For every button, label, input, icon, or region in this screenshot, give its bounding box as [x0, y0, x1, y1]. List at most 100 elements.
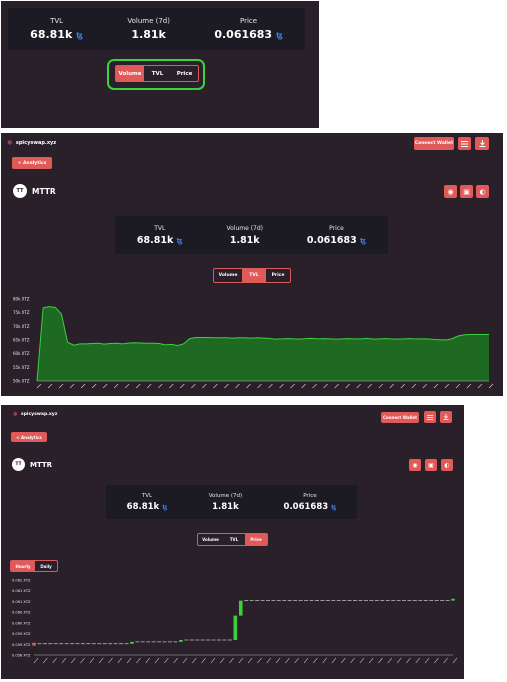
x-tick-label	[191, 383, 196, 389]
x-tick-label	[279, 383, 284, 389]
site-logo[interactable]: ❄ spicyswap.xyz	[7, 139, 56, 147]
y-tick-label: 55k XTZ	[13, 365, 30, 370]
site-logo[interactable]: ❄ spicyswap.xyz	[13, 411, 57, 418]
x-tick-label	[80, 383, 86, 389]
x-tick-label	[235, 383, 240, 389]
token-name: MTTR	[32, 186, 56, 196]
hamburger-icon[interactable]	[424, 411, 436, 423]
tvl-area-chart: 80k XTZ 75k XTZ 70k XTZ 65k XTZ 60k XTZ 55k X…	[13, 297, 494, 389]
x-tick-label	[312, 383, 317, 389]
x-tick-label	[466, 383, 472, 389]
x-tick-label	[80, 657, 85, 664]
x-tick-label	[89, 657, 95, 664]
x-tick-label	[396, 657, 402, 664]
stat-volume: Volume (7d) 1.81k	[226, 225, 263, 246]
y-tick-label: 0.061 XTZ	[12, 600, 31, 604]
x-tick-label	[294, 657, 299, 664]
y-tick-label: 60k XTZ	[13, 351, 30, 356]
tab-volume[interactable]: Volume	[116, 66, 144, 81]
x-tick-label	[247, 657, 253, 664]
telegram-icon[interactable]: ◉	[409, 459, 421, 471]
discord-icon[interactable]: ◐	[476, 185, 489, 198]
price-candle	[238, 600, 243, 616]
y-tick-label: 0.059 XTZ	[12, 643, 31, 647]
tab-volume[interactable]: Volume	[202, 537, 219, 542]
x-tick-label	[136, 383, 141, 389]
x-tick-label	[136, 657, 141, 664]
twitter-icon[interactable]: ▣	[425, 459, 437, 471]
x-tick-label	[341, 657, 346, 664]
x-tick-label	[268, 383, 273, 389]
x-tick-label	[378, 383, 383, 389]
tab-daily[interactable]: Daily	[40, 563, 52, 569]
tab-tvl[interactable]: TVL	[242, 269, 266, 282]
connect-wallet-button[interactable]: Connect Wallet	[381, 412, 419, 423]
stat-price-label: Price	[303, 492, 317, 499]
y-tick-label: 0.061 XTZ	[12, 589, 31, 593]
hamburger-icon[interactable]	[458, 137, 471, 150]
x-tick-label	[322, 657, 327, 664]
stat-price: Price 0.061683 ꜩ	[214, 17, 282, 41]
y-tick-label: 0.062 XTZ	[12, 579, 31, 583]
x-tick-label	[102, 383, 108, 389]
telegram-icon[interactable]: ◉	[444, 185, 457, 198]
stat-tvl-label: TVL	[154, 224, 166, 232]
price-candle	[130, 641, 134, 644]
x-tick-label	[477, 383, 483, 389]
twitter-icon[interactable]: ▣	[460, 185, 473, 198]
tab-volume[interactable]: Volume	[218, 273, 238, 278]
x-tick-label	[219, 657, 225, 664]
tab-price[interactable]: Price	[245, 534, 267, 545]
tab-tvl[interactable]: TVL	[151, 70, 164, 77]
x-tick-label	[117, 657, 123, 664]
x-tick-label	[169, 383, 174, 389]
price-candle-start	[32, 642, 36, 646]
price-candle	[451, 598, 455, 601]
stat-price-value: 0.061683 ꜩ	[306, 234, 367, 246]
discord-icon[interactable]: ◐	[441, 459, 453, 471]
x-tick-label	[400, 383, 406, 389]
connect-wallet-button[interactable]: Connect Wallet	[414, 137, 454, 150]
stat-tvl-value: 68.81k ꜩ	[136, 234, 183, 246]
price-step-chart: 0.062 XTZ 0.061 XTZ 0.061 XTZ 0.060 XTZ 0.06…	[12, 579, 458, 664]
chili-icon: ❄	[7, 139, 13, 147]
x-tick-label	[266, 657, 272, 664]
price-period-tabs: Hourly Daily	[10, 560, 58, 572]
stat-volume-label: Volume (7d)	[226, 224, 263, 232]
y-tick-label: 0.059 XTZ	[12, 632, 31, 636]
x-tick-label	[411, 383, 417, 389]
x-tick-label	[213, 383, 218, 389]
download-icon[interactable]	[440, 411, 452, 423]
x-tick-label	[290, 383, 295, 389]
x-tick-label	[47, 383, 53, 389]
tab-price[interactable]: Price	[176, 70, 193, 77]
tab-price[interactable]: Price	[271, 273, 285, 278]
x-tick-label	[192, 657, 197, 664]
x-tick-label	[33, 657, 39, 664]
tab-hourly[interactable]: Hourly	[11, 561, 35, 571]
x-tick-label	[180, 383, 185, 389]
chart-tabs: Volume TVL Price	[197, 533, 268, 546]
chili-icon: ❄	[13, 411, 19, 418]
x-tick-label	[229, 657, 234, 664]
stat-tvl-value: 68.81k ꜩ	[126, 501, 168, 512]
back-to-analytics-button[interactable]: < Analytics	[12, 157, 52, 169]
stat-tvl: TVL 68.81k ꜩ	[137, 225, 183, 246]
tab-tvl[interactable]: TVL	[229, 537, 239, 542]
x-tick-label	[378, 657, 383, 664]
tvl-series-line	[36, 306, 489, 382]
stat-tvl-label: TVL	[50, 17, 64, 25]
xtz-icon: ꜩ	[360, 236, 367, 245]
panel-volume-view: TVL 68.81k ꜩ Volume (7d) 1.81k Price 0.0…	[1, 1, 319, 128]
download-icon[interactable]	[475, 137, 489, 150]
back-to-analytics-button[interactable]: < Analytics	[11, 432, 47, 442]
x-tick-label	[246, 383, 251, 389]
x-tick-label	[433, 383, 439, 389]
xtz-icon: ꜩ	[76, 31, 83, 40]
xtz-icon: ꜩ	[331, 503, 337, 511]
x-tick-label	[173, 657, 178, 664]
x-tick-label	[389, 383, 394, 389]
stat-tvl-value: 68.81k ꜩ	[30, 28, 83, 41]
stat-price-label: Price	[240, 17, 258, 25]
xtz-icon: ꜩ	[176, 236, 183, 245]
